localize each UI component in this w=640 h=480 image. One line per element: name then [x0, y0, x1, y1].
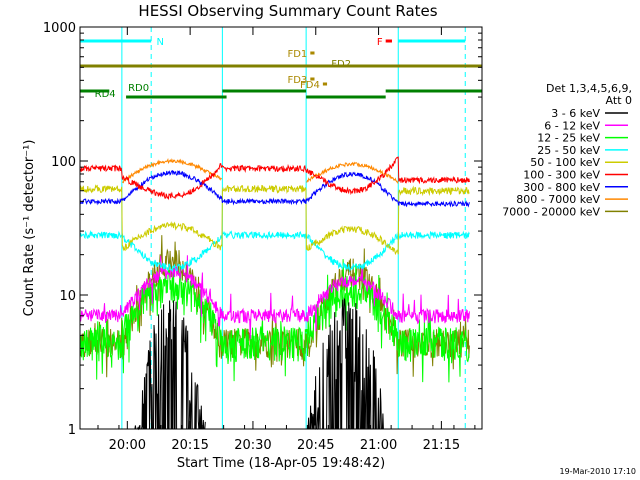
flag-label: FD2 — [331, 59, 351, 70]
plot-frame — [79, 26, 483, 430]
y-tick-label: 10 — [59, 289, 76, 304]
series-line-3-6kev — [134, 300, 206, 431]
legend-entry-label: 100 - 300 keV — [523, 169, 600, 182]
legend-header-line2: Att 0 — [606, 94, 632, 107]
flag-label: RD4 — [95, 89, 116, 100]
series-line — [79, 259, 470, 383]
x-tick-label: 20:15 — [171, 438, 208, 453]
legend-entry-label: 800 - 7000 keV — [516, 193, 600, 206]
x-tick-label: 20:45 — [297, 438, 334, 453]
series-line — [79, 255, 470, 340]
legend-entry-label: 25 - 50 keV — [537, 144, 600, 157]
flag-label: FD1 — [287, 49, 307, 60]
series-line — [79, 169, 470, 208]
legend-entry-label: 12 - 25 keV — [537, 132, 600, 145]
flag-label: F — [377, 37, 383, 48]
legend-header-line1: Det 1,3,4,5,6,9, — [546, 82, 632, 95]
y-tick-label: 100 — [51, 155, 76, 170]
series-line — [79, 229, 470, 273]
chart-title: HESSI Observing Summary Count Rates — [138, 2, 437, 20]
footer-date: 19-Mar-2010 17:10 — [560, 467, 637, 476]
x-tick-label: 20:00 — [109, 438, 146, 453]
legend-entry-label: 300 - 800 keV — [523, 181, 600, 194]
legend-entry-label: 50 - 100 keV — [530, 156, 600, 169]
x-tick-label: 21:00 — [360, 438, 397, 453]
y-axis-ticks: 1 10 100 1000 — [43, 21, 482, 438]
y-tick-label: 1 — [68, 423, 76, 438]
y-axis-label: Count Rate (s⁻¹ detector⁻¹) — [22, 140, 37, 317]
legend-entry-label: 3 - 6 keV — [551, 107, 600, 120]
flag-label: N — [156, 37, 163, 48]
y-tick-label: 1000 — [43, 21, 76, 36]
x-tick-label: 20:30 — [234, 438, 271, 453]
flag-label: RD0 — [128, 83, 149, 94]
legend-entry-label: 6 - 12 keV — [544, 119, 600, 132]
legend-entry-label: 7000 - 20000 keV — [502, 205, 600, 218]
flag-label: FD3 — [287, 75, 307, 86]
series-line — [121, 158, 399, 184]
series-line — [79, 184, 470, 256]
x-tick-label: 21:15 — [423, 438, 460, 453]
x-axis-label: Start Time (18-Apr-05 19:48:42) — [177, 456, 385, 471]
flag-label: FD4 — [300, 80, 320, 91]
x-axis-ticks: 20:00 20:15 20:30 20:45 21:00 21:15 — [97, 27, 476, 453]
series-line — [79, 156, 470, 201]
